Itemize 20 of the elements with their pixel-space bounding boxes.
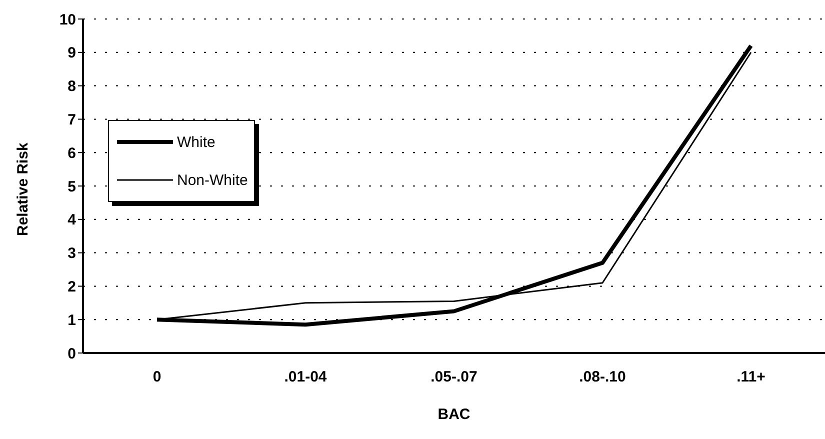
y-tick-label: 6 (68, 144, 76, 162)
y-tick-label: 10 (59, 11, 76, 28)
y-tick-label: 9 (68, 44, 76, 62)
x-axis-title: BAC (438, 406, 470, 423)
y-tick-label: 7 (68, 112, 76, 129)
y-tick-label: 0 (68, 345, 76, 362)
x-tick-label: .11+ (736, 368, 766, 386)
x-tick-label: .05-.07 (430, 368, 478, 386)
x-tick-label: 0 (152, 368, 162, 386)
y-tick-label: 1 (68, 312, 76, 329)
y-axis-title: Relative Risk (14, 142, 32, 236)
legend-label: White (177, 134, 216, 150)
y-tick-label: 3 (68, 245, 76, 262)
x-tick-label: .01-04 (284, 368, 328, 386)
y-tick-label: 2 (68, 278, 76, 296)
y-tick-label: 8 (68, 78, 76, 96)
legend-label: Non-White (177, 172, 248, 188)
x-tick-label: .08-.10 (579, 368, 626, 386)
y-tick-label: 4 (68, 212, 77, 229)
y-tick-label: 5 (68, 178, 76, 196)
